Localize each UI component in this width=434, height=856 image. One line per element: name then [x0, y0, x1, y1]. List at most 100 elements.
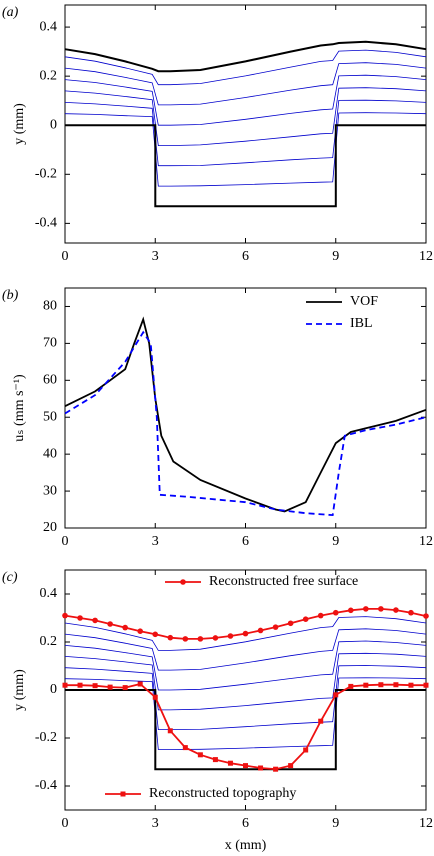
streamline [64, 87, 427, 146]
y-tick-label: 0.2 [40, 68, 58, 83]
marker [62, 612, 68, 619]
marker [62, 682, 68, 688]
panel-label: (a) [2, 5, 19, 20]
marker [77, 682, 83, 688]
streamline [64, 99, 427, 167]
y-tick-label: 30 [43, 483, 57, 498]
marker [272, 624, 279, 630]
x-tick-label: 9 [332, 249, 339, 264]
streamline [64, 616, 427, 651]
marker [287, 620, 294, 627]
marker [408, 609, 414, 616]
x-tick-label: 9 [332, 534, 339, 549]
marker [122, 624, 128, 631]
marker [227, 633, 234, 639]
x-tick-label: 0 [62, 249, 69, 264]
marker [180, 579, 186, 585]
x-tick-label: 12 [419, 816, 433, 831]
x-tick-label: 6 [242, 816, 249, 831]
marker [92, 617, 98, 624]
plot-frame [64, 4, 427, 244]
marker [363, 682, 369, 688]
marker [408, 682, 414, 688]
boundary-line [65, 124, 426, 208]
y-tick-label: 0 [50, 682, 57, 697]
marker [137, 628, 144, 634]
marker [333, 692, 339, 698]
marker [378, 682, 384, 688]
marker [332, 609, 339, 616]
marker [77, 615, 83, 621]
x-tick-label: 6 [242, 534, 249, 549]
y-tick-label: -0.4 [35, 778, 57, 793]
marker [243, 763, 248, 769]
streamline [64, 640, 427, 691]
marker [107, 621, 113, 627]
x-tick-label: 3 [152, 249, 159, 264]
marker [137, 681, 143, 687]
marker [107, 684, 113, 690]
marker [212, 635, 219, 641]
marker [273, 766, 279, 772]
marker [197, 752, 203, 758]
streamline [64, 112, 427, 187]
y-axis-label: y (mm) [12, 669, 27, 711]
marker [197, 636, 204, 642]
x-tick-label: 12 [419, 249, 433, 264]
x-tick-label: 12 [419, 534, 433, 549]
streamline [64, 652, 427, 711]
legend-label: IBL [350, 316, 373, 331]
marker [167, 728, 173, 734]
marker [120, 791, 126, 797]
streamline [64, 628, 427, 671]
marker [303, 747, 309, 753]
x-axis-label: x (mm) [225, 838, 267, 853]
y-tick-label: 0.2 [40, 634, 58, 649]
x-tick-label: 0 [62, 534, 69, 549]
boundary-line [64, 40, 427, 73]
marker [348, 683, 354, 689]
marker [257, 627, 264, 634]
streamline [64, 74, 427, 126]
y-tick-label: 0.4 [40, 19, 58, 34]
marker [302, 616, 309, 622]
streamline [64, 665, 427, 730]
marker [227, 760, 233, 766]
y-tick-label: -0.2 [35, 167, 57, 182]
marker [363, 606, 369, 612]
x-tick-label: 3 [152, 816, 159, 831]
legend-label: Reconstructed free surface [209, 574, 358, 589]
marker [167, 634, 174, 641]
marker [182, 745, 188, 751]
y-tick-label: -0.2 [35, 730, 57, 745]
marker [152, 694, 158, 700]
marker [317, 612, 324, 619]
marker [122, 685, 128, 691]
series-line [64, 316, 427, 513]
streamline [64, 677, 427, 750]
panel-label: (c) [2, 570, 18, 585]
y-axis-label: uₛ (mm s⁻¹) [12, 374, 27, 442]
legend-label: VOF [350, 294, 378, 309]
y-tick-label: 50 [43, 409, 57, 424]
marker [258, 765, 264, 771]
y-tick-label: 70 [43, 336, 57, 351]
y-axis-label: y (mm) [12, 103, 27, 145]
marker [242, 630, 249, 637]
marker [152, 631, 159, 638]
marker [318, 718, 324, 724]
marker [378, 606, 384, 612]
legend-label: Reconstructed topography [149, 786, 296, 801]
y-tick-label: 60 [43, 373, 57, 388]
marker [182, 636, 189, 642]
marker [212, 757, 218, 763]
series-line [64, 330, 427, 517]
x-tick-label: 0 [62, 816, 69, 831]
marker [347, 607, 354, 614]
y-tick-label: 20 [43, 520, 57, 535]
x-tick-label: 9 [332, 816, 339, 831]
y-tick-label: 40 [43, 446, 57, 461]
marker [92, 683, 98, 689]
marker [423, 613, 429, 619]
